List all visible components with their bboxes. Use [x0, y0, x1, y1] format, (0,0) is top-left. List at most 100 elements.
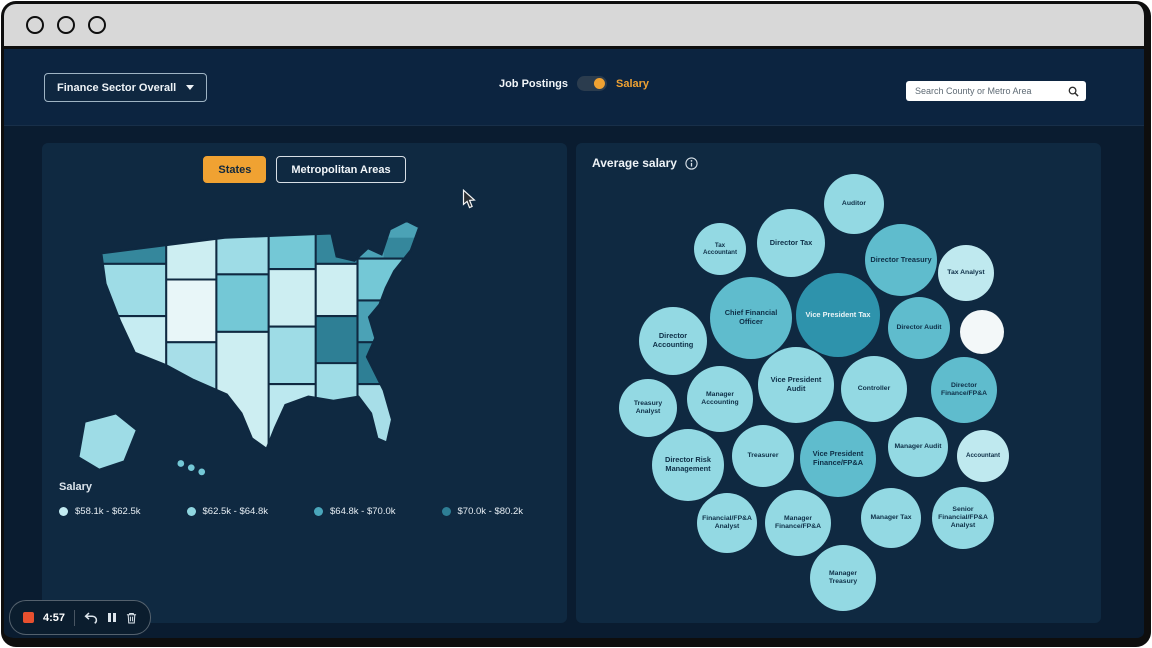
- bubble-director-risk-management[interactable]: Director Risk Management: [652, 429, 724, 501]
- bubble-label: Vice President Finance/FP&A: [812, 449, 864, 467]
- info-icon[interactable]: [685, 156, 698, 170]
- bubble-label: Financial/FP&A Analyst: [702, 514, 752, 530]
- bubble-vice-president-tax[interactable]: Vice President Tax: [796, 273, 880, 357]
- sector-dropdown-label: Finance Sector Overall: [57, 81, 177, 94]
- bubble-label: Director Tax: [769, 237, 813, 247]
- us-choropleth-map[interactable]: [70, 193, 530, 481]
- bubble-label: Treasurer: [747, 451, 779, 459]
- bubble-director-finance-fp-a[interactable]: Director Finance/FP&A: [931, 357, 997, 423]
- bubble-unlabeled[interactable]: [960, 310, 1004, 354]
- bubble-tax-accountant[interactable]: Tax Accountant: [694, 223, 746, 275]
- bubble-label: Manager Accounting: [701, 390, 739, 406]
- bubble-vice-president-audit[interactable]: Vice President Audit: [758, 347, 834, 423]
- legend-item: $64.8k - $70.0k: [314, 506, 396, 517]
- bubble-vice-president-finance-fp-a[interactable]: Vice President Finance/FP&A: [800, 421, 876, 497]
- bubble-director-audit[interactable]: Director Audit: [888, 297, 950, 359]
- main-content: States Metropolitan Areas: [42, 143, 1101, 623]
- legend-label: $62.5k - $64.8k: [202, 506, 269, 517]
- trash-icon[interactable]: [126, 612, 137, 624]
- bubble-label: Director Risk Management: [664, 455, 711, 473]
- panel-title-row: Average salary: [592, 156, 698, 170]
- window-maximize-button[interactable]: [88, 16, 106, 34]
- legend-dot: [186, 507, 196, 516]
- salary-legend: Salary $58.1k - $62.5k $62.5k - $64.8k $64…: [59, 481, 523, 517]
- bubble-label: Director Treasury: [870, 254, 932, 264]
- bubble-label: Vice President Tax: [805, 309, 871, 319]
- tab-metropolitan-areas[interactable]: Metropolitan Areas: [276, 156, 406, 183]
- bubble-chart: Auditor Tax Accountant Director Tax Directo…: [576, 143, 1101, 623]
- legend-item: $70.0k - $80.2k: [441, 506, 524, 517]
- bubble-label: Manager Finance/FP&A: [774, 514, 822, 530]
- toggle-label-salary[interactable]: Salary: [616, 77, 650, 90]
- bubble-manager-accounting[interactable]: Manager Accounting: [687, 366, 753, 432]
- metric-toggle-group: Job Postings Salary: [499, 76, 649, 91]
- bubble-label: Tax Accountant: [702, 241, 738, 256]
- bubble-label: Tax Analyst: [947, 268, 985, 276]
- average-salary-title: Average salary: [592, 156, 677, 170]
- bubble-chief-financial-officer[interactable]: Chief Financial Officer: [710, 277, 792, 359]
- search-input[interactable]: [913, 85, 1063, 97]
- average-salary-panel: Average salary Auditor Tax Accountant Dire…: [576, 143, 1101, 623]
- screen-recorder-toolbar: 4:57: [9, 600, 152, 635]
- alaska-shape: [77, 412, 139, 471]
- bubble-label: Senior Financial/FP&A Analyst: [938, 505, 988, 530]
- legend-title: Salary: [59, 481, 93, 493]
- toggle-knob: [594, 78, 606, 89]
- stop-recording-button[interactable]: [23, 612, 34, 623]
- legend-items: $58.1k - $62.5k $62.5k - $64.8k $64.8k - $…: [59, 506, 523, 517]
- legend-item: $58.1k - $62.5k: [59, 506, 141, 517]
- pause-icon[interactable]: [107, 613, 117, 622]
- bubble-label: Director Audit: [896, 323, 942, 331]
- bubble-senior-financial-fp-a-analyst[interactable]: Senior Financial/FP&A Analyst: [932, 487, 994, 549]
- bubble-label: Vice President Audit: [770, 375, 822, 393]
- bubble-label: Auditor: [841, 199, 867, 207]
- search-box: [906, 81, 1086, 101]
- bubble-director-accounting[interactable]: Director Accounting: [639, 307, 707, 375]
- bubble-label: Manager Audit: [894, 442, 942, 450]
- bubble-manager-audit[interactable]: Manager Audit: [888, 417, 948, 477]
- bubble-accountant[interactable]: Accountant: [957, 430, 1009, 482]
- bubble-label: Chief Financial Officer: [724, 308, 778, 326]
- legend-dot: [314, 507, 323, 516]
- bubble-label: Manager Treasury: [828, 569, 858, 585]
- legend-dot: [441, 507, 451, 516]
- legend-dot: [59, 507, 68, 516]
- dashboard-app: Finance Sector Overall Job Postings Sala…: [4, 49, 1144, 638]
- dashboard-header: Finance Sector Overall Job Postings Sala…: [4, 49, 1144, 126]
- bubble-director-tax[interactable]: Director Tax: [757, 209, 825, 277]
- window-close-button[interactable]: [26, 16, 44, 34]
- bubble-label: Accountant: [965, 452, 1001, 460]
- bubble-manager-tax[interactable]: Manager Tax: [861, 488, 921, 548]
- recording-timer: 4:57: [43, 611, 66, 624]
- bubble-tax-analyst[interactable]: Tax Analyst: [938, 245, 994, 301]
- bubble-label: Director Accounting: [652, 331, 694, 349]
- browser-titlebar: [4, 4, 1144, 49]
- map-panel: States Metropolitan Areas: [42, 143, 567, 623]
- legend-item: $62.5k - $64.8k: [186, 506, 269, 517]
- bubble-label: Director Finance/FP&A: [940, 381, 988, 397]
- bubble-treasurer[interactable]: Treasurer: [732, 425, 794, 487]
- bubble-director-treasury[interactable]: Director Treasury: [865, 224, 937, 296]
- bubble-manager-finance-fp-a[interactable]: Manager Finance/FP&A: [765, 490, 831, 556]
- legend-label: $58.1k - $62.5k: [75, 506, 141, 517]
- window-minimize-button[interactable]: [57, 16, 75, 34]
- tab-states[interactable]: States: [203, 156, 267, 183]
- bubble-label: Manager Tax: [870, 513, 912, 521]
- bubble-manager-treasury[interactable]: Manager Treasury: [810, 545, 876, 611]
- bubble-controller[interactable]: Controller: [841, 356, 907, 422]
- toggle-label-job-postings[interactable]: Job Postings: [498, 77, 569, 90]
- chevron-down-icon: [186, 85, 195, 90]
- bubble-treasury-analyst[interactable]: Treasury Analyst: [619, 379, 677, 437]
- search-icon[interactable]: [1068, 86, 1079, 97]
- sector-dropdown[interactable]: Finance Sector Overall: [44, 73, 208, 102]
- bubble-auditor[interactable]: Auditor: [824, 174, 884, 234]
- bubble-financial-fp-a-analyst[interactable]: Financial/FP&A Analyst: [697, 493, 757, 553]
- metric-toggle-switch[interactable]: [577, 76, 608, 91]
- bubble-label: Treasury Analyst: [633, 399, 663, 415]
- legend-label: $64.8k - $70.0k: [330, 506, 396, 517]
- undo-icon[interactable]: [84, 611, 98, 624]
- legend-label: $70.0k - $80.2k: [457, 506, 524, 517]
- map-view-tabs: States Metropolitan Areas: [42, 156, 567, 183]
- bubble-label: Controller: [857, 384, 891, 392]
